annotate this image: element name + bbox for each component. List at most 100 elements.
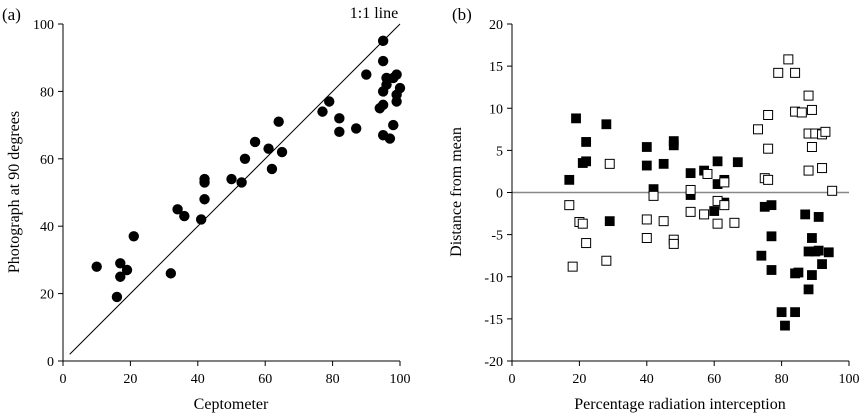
panel-b-y-tick-label: 5 xyxy=(496,144,503,159)
panel-b-open-square-point xyxy=(763,109,774,120)
panel-a-data-point xyxy=(391,96,402,107)
panel-a-x-axis-title: Ceptometer xyxy=(194,396,269,413)
panel-a-data-point xyxy=(115,258,126,269)
panel-b-filled-square-point xyxy=(601,119,612,130)
panel-b-x-axis-title: Percentage radiation interception xyxy=(574,396,785,413)
panel-b-filled-square-point xyxy=(571,113,581,124)
panel-b-filled-square-point xyxy=(581,156,592,167)
panel-a-data-point xyxy=(273,116,284,127)
panel-b-open-square-point xyxy=(685,206,696,217)
panel-a-data-point xyxy=(111,291,123,303)
panel-a-data-point xyxy=(377,55,389,67)
panel-a-y-axis-title: Photograph at 90 degrees xyxy=(6,111,23,273)
panel-a-data-point xyxy=(236,177,247,188)
panel-b-filled-square-point xyxy=(807,233,817,243)
panel-a-data-point xyxy=(91,261,102,272)
panel-b-open-square-point xyxy=(719,177,730,188)
panel-b-filled-square-point xyxy=(712,156,723,167)
panel-a-data-point xyxy=(199,194,210,205)
panel-b-filled-square-point xyxy=(756,250,767,261)
panel-b-open-square-point xyxy=(648,190,659,201)
panel-b-open-square-point xyxy=(641,214,652,225)
panel-a-one-to-one-line xyxy=(69,23,401,355)
panel-b-filled-square-point xyxy=(790,307,800,318)
panel-a-label: (a) xyxy=(2,5,21,24)
panel-a-data-point xyxy=(199,173,210,185)
panel-a-data-point xyxy=(317,106,328,117)
panel-b-x-tick-label: 40 xyxy=(640,372,654,387)
panel-b-scatter-chart: (b) Percentage radiation interception Di… xyxy=(448,5,860,413)
panel-b-filled-square-point xyxy=(766,265,777,275)
panel-b-open-square-point xyxy=(685,184,696,195)
panel-b-open-square-point xyxy=(790,67,801,78)
panel-b-filled-square-point xyxy=(668,136,679,147)
panel-b-filled-square-point xyxy=(709,206,720,216)
panel-a-data-point xyxy=(384,133,396,144)
panel-a-scatter-chart: (a) 1:1 line Ceptometer Photograph at 90… xyxy=(2,5,411,413)
panel-b-open-square-point xyxy=(601,255,612,266)
panel-b-label: (b) xyxy=(452,5,472,24)
panel-a-line-label: 1:1 line xyxy=(350,5,398,22)
panel-a-x-tick-label: 60 xyxy=(258,372,272,387)
panel-b-x-tick-label: 0 xyxy=(509,372,516,387)
panel-b-open-square-point xyxy=(577,218,588,229)
panel-b-y-tick-label: -5 xyxy=(491,229,503,244)
panel-b-filled-square-point xyxy=(658,158,669,169)
panel-b-open-square-point xyxy=(641,232,652,243)
panel-b-y-tick-label: -15 xyxy=(484,313,503,328)
panel-b-filled-square-point xyxy=(803,284,814,295)
panel-b-open-square-point xyxy=(806,142,817,153)
panel-b-y-tick-label: 0 xyxy=(496,187,503,202)
panel-b-filled-square-point xyxy=(564,174,575,185)
panel-a-data-point xyxy=(121,264,133,276)
panel-b-open-square-point xyxy=(699,209,710,220)
panel-a-x-tick-label: 20 xyxy=(123,372,137,387)
panel-a-y-tick-label: 100 xyxy=(33,18,54,33)
panel-a-data-point xyxy=(226,173,237,185)
panel-b-filled-square-point xyxy=(813,245,824,256)
panel-a-y-tick-label: 60 xyxy=(40,153,54,168)
panel-b-x-tick-label: 20 xyxy=(572,372,586,387)
panel-a-x-tick-label: 80 xyxy=(326,372,340,387)
panel-a-x-tick-label: 40 xyxy=(191,372,205,387)
panel-a-data-point xyxy=(350,123,362,134)
panel-b-open-square-point xyxy=(712,218,723,229)
panel-b-filled-square-point xyxy=(641,160,652,171)
panel-b-open-square-point xyxy=(567,261,578,272)
panel-b-filled-square-point xyxy=(813,212,824,222)
panel-b-x-tick-label: 60 xyxy=(707,372,721,387)
panel-b-filled-square-point xyxy=(766,231,777,242)
panel-b-filled-square-point xyxy=(780,320,790,331)
panel-a-data-point xyxy=(391,69,402,80)
panel-a-data-point xyxy=(195,214,207,225)
panel-a-x-tick-label: 0 xyxy=(60,372,67,387)
panel-a-data-point xyxy=(381,79,392,90)
panel-b-y-tick-label: -10 xyxy=(484,271,503,286)
panel-b-open-square-point xyxy=(803,90,814,101)
panel-b-open-square-point xyxy=(604,158,615,169)
panel-a-x-tick-label: 100 xyxy=(390,372,411,387)
panel-a-data-point xyxy=(377,35,389,47)
panel-b-open-square-point xyxy=(581,238,592,249)
panel-b-open-square-point xyxy=(763,174,774,185)
panel-a-data-point xyxy=(377,99,389,111)
panel-a-y-tick-label: 0 xyxy=(47,355,54,370)
panel-b-y-tick-label: 20 xyxy=(489,18,503,33)
panel-b-open-square-point xyxy=(817,163,828,174)
panel-a-y-tick-label: 20 xyxy=(40,288,54,303)
panel-b-open-square-point xyxy=(796,107,807,118)
panel-a-data-point xyxy=(334,113,345,124)
panel-b-open-square-point xyxy=(564,200,575,211)
panel-b-open-square-point xyxy=(729,217,740,228)
panel-a-data-point xyxy=(334,126,345,138)
panel-a-data-point xyxy=(394,82,406,94)
panel-a-y-tick-label: 80 xyxy=(40,85,54,100)
panel-a-data-point xyxy=(324,96,335,107)
panel-a-data-point xyxy=(239,153,251,164)
panel-b-open-square-point xyxy=(668,238,679,249)
panel-b-open-square-point xyxy=(773,67,784,78)
panel-b-open-square-point xyxy=(763,143,774,154)
panel-b-open-square-point xyxy=(719,200,730,211)
panel-a-data-point xyxy=(172,204,183,215)
